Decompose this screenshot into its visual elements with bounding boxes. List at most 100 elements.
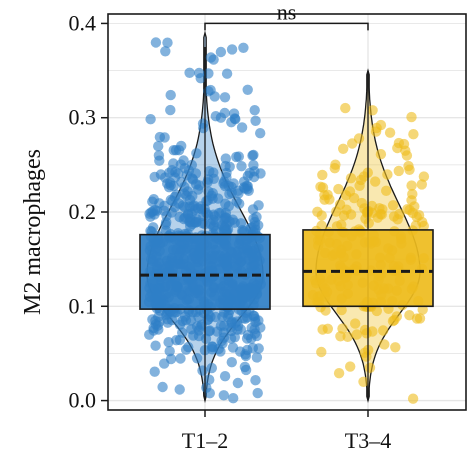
data-point	[246, 322, 257, 334]
data-point	[221, 68, 233, 79]
data-point	[149, 209, 160, 220]
data-point	[345, 209, 357, 220]
data-point	[204, 326, 215, 337]
data-point	[165, 89, 176, 101]
axes: 0.0 0.1 0.2 0.3 0.4 T1–2 T3–4	[69, 10, 467, 453]
data-point	[179, 202, 190, 213]
data-point	[406, 111, 417, 123]
data-point	[225, 322, 236, 333]
y-tick-label: 0.2	[69, 199, 97, 224]
data-point	[364, 362, 376, 373]
data-point	[247, 204, 259, 215]
data-point	[375, 209, 386, 220]
data-point	[250, 375, 261, 386]
data-point	[250, 115, 261, 127]
data-point	[203, 68, 214, 79]
data-point	[228, 393, 239, 404]
data-point	[387, 200, 399, 211]
data-point	[166, 165, 178, 176]
data-point	[150, 37, 162, 48]
data-point	[226, 357, 237, 368]
data-point	[317, 169, 328, 181]
data-point	[148, 222, 159, 233]
data-point	[392, 214, 403, 225]
x-tick-label: T3–4	[345, 428, 391, 453]
data-point	[232, 377, 244, 389]
y-tick-label: 0.4	[69, 10, 97, 35]
data-point	[160, 46, 171, 57]
bracket-line	[204, 22, 369, 31]
data-point	[358, 376, 369, 387]
data-point	[417, 216, 428, 228]
data-point	[235, 346, 246, 357]
box-T1–2	[139, 233, 271, 310]
data-point	[217, 338, 228, 349]
significance-label: ns	[277, 0, 297, 24]
data-point	[220, 198, 231, 209]
data-point	[246, 333, 257, 344]
data-point	[177, 315, 188, 327]
data-point	[193, 184, 204, 195]
data-point	[347, 138, 358, 149]
data-point	[236, 161, 247, 172]
data-point	[210, 311, 221, 323]
data-point	[370, 176, 381, 187]
data-point	[219, 371, 231, 382]
data-point	[242, 84, 253, 96]
data-point	[317, 324, 328, 335]
data-point	[348, 192, 360, 204]
data-point	[171, 189, 182, 200]
data-point	[191, 148, 202, 159]
data-point	[338, 143, 349, 154]
data-point	[249, 105, 260, 116]
data-point	[255, 128, 266, 139]
data-point	[206, 362, 217, 374]
data-point	[165, 353, 177, 365]
data-point	[393, 165, 404, 177]
data-point	[324, 194, 335, 205]
data-point	[333, 368, 345, 379]
data-point	[154, 155, 165, 166]
data-point	[248, 159, 259, 171]
data-point	[371, 305, 382, 317]
data-point	[355, 174, 367, 186]
data-point	[247, 150, 258, 161]
data-point	[330, 159, 341, 170]
data-point	[149, 366, 160, 377]
data-point	[248, 171, 260, 183]
data-point	[201, 195, 212, 207]
data-point	[210, 111, 221, 122]
data-point	[408, 129, 419, 140]
data-point	[226, 44, 238, 55]
data-point	[215, 320, 227, 331]
data-point	[218, 390, 229, 401]
data-point	[209, 91, 220, 102]
y-tick-label: 0.0	[69, 388, 97, 413]
data-point	[159, 132, 170, 143]
box-layer	[139, 47, 434, 401]
significance-bracket: ns	[204, 0, 369, 31]
data-point	[345, 361, 356, 372]
data-point	[171, 335, 182, 346]
data-point	[165, 104, 176, 116]
data-point	[183, 341, 194, 353]
data-point	[191, 216, 202, 228]
data-point	[147, 314, 158, 325]
data-point	[173, 145, 185, 156]
data-point	[149, 171, 160, 183]
x-tick-label: T1–2	[182, 428, 228, 453]
data-point	[159, 172, 171, 183]
data-point	[236, 122, 248, 133]
data-point	[220, 160, 231, 172]
data-point	[359, 324, 371, 336]
data-point	[183, 165, 195, 176]
data-point	[162, 317, 173, 328]
data-point	[407, 188, 418, 200]
data-point	[379, 339, 390, 350]
data-point	[333, 183, 344, 195]
data-point	[178, 155, 189, 166]
data-point	[226, 181, 237, 193]
data-point	[233, 151, 244, 162]
data-point	[407, 207, 418, 219]
